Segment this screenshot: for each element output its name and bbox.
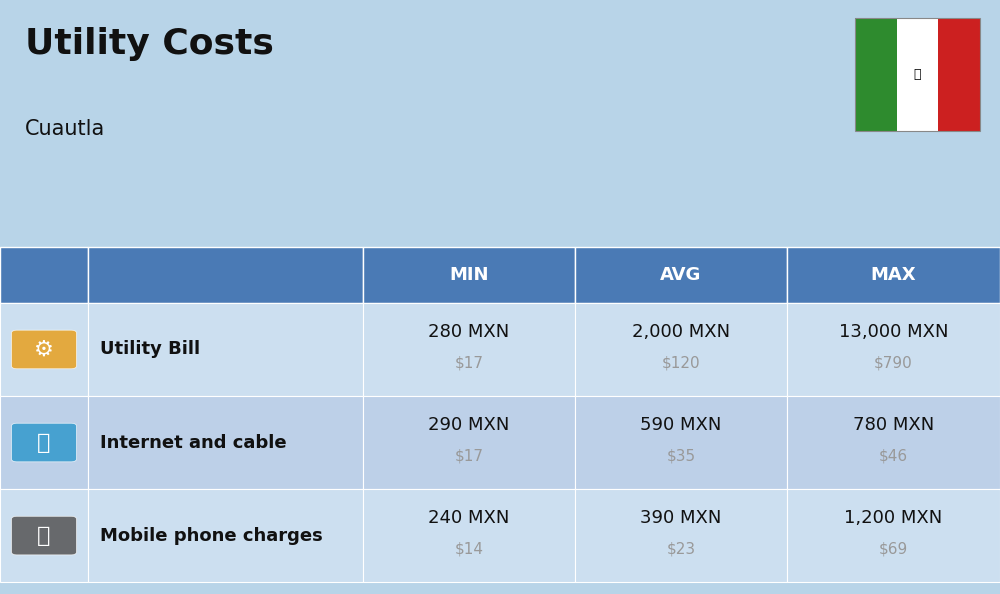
- Text: Utility Bill: Utility Bill: [100, 340, 200, 358]
- Text: $120: $120: [662, 355, 700, 370]
- Bar: [363, 303, 575, 396]
- Text: 280 MXN: 280 MXN: [428, 323, 510, 340]
- Bar: [575, 396, 787, 489]
- Bar: [575, 303, 787, 396]
- Text: 390 MXN: 390 MXN: [640, 509, 722, 527]
- Text: 📱: 📱: [37, 526, 51, 546]
- Text: Cuautla: Cuautla: [25, 119, 105, 139]
- Bar: [88, 396, 363, 489]
- FancyBboxPatch shape: [11, 516, 76, 555]
- FancyBboxPatch shape: [11, 330, 76, 369]
- Text: 240 MXN: 240 MXN: [428, 509, 510, 527]
- Text: MAX: MAX: [871, 266, 916, 284]
- Text: $23: $23: [666, 541, 696, 556]
- Bar: [855, 18, 897, 131]
- Bar: [575, 489, 787, 582]
- Bar: [88, 247, 363, 303]
- Text: 📶: 📶: [37, 432, 51, 453]
- Text: ⚙: ⚙: [34, 339, 54, 359]
- Text: 2,000 MXN: 2,000 MXN: [632, 323, 730, 340]
- Text: 🦅: 🦅: [914, 68, 921, 81]
- Text: 13,000 MXN: 13,000 MXN: [839, 323, 948, 340]
- Text: Mobile phone charges: Mobile phone charges: [100, 527, 323, 545]
- Text: MIN: MIN: [449, 266, 489, 284]
- Text: $17: $17: [454, 355, 484, 370]
- Bar: [0, 247, 88, 303]
- Text: AVG: AVG: [660, 266, 702, 284]
- Bar: [363, 396, 575, 489]
- Bar: [0, 396, 88, 489]
- Bar: [363, 489, 575, 582]
- FancyBboxPatch shape: [11, 423, 76, 462]
- Bar: [787, 489, 1000, 582]
- Text: 1,200 MXN: 1,200 MXN: [844, 509, 943, 527]
- Bar: [88, 303, 363, 396]
- Bar: [88, 489, 363, 582]
- Text: $17: $17: [454, 448, 484, 463]
- Bar: [897, 18, 938, 131]
- Text: $790: $790: [874, 355, 913, 370]
- Bar: [0, 303, 88, 396]
- Text: $35: $35: [666, 448, 696, 463]
- Text: Utility Costs: Utility Costs: [25, 27, 274, 61]
- Text: $69: $69: [879, 541, 908, 556]
- Bar: [363, 247, 575, 303]
- Text: $46: $46: [879, 448, 908, 463]
- Text: 290 MXN: 290 MXN: [428, 416, 510, 434]
- Bar: [855, 18, 980, 131]
- Bar: [0, 489, 88, 582]
- Bar: [787, 247, 1000, 303]
- Text: 780 MXN: 780 MXN: [853, 416, 934, 434]
- Bar: [575, 247, 787, 303]
- Text: 590 MXN: 590 MXN: [640, 416, 722, 434]
- Text: Internet and cable: Internet and cable: [100, 434, 287, 451]
- Bar: [787, 303, 1000, 396]
- Text: $14: $14: [454, 541, 484, 556]
- Bar: [938, 18, 980, 131]
- Bar: [787, 396, 1000, 489]
